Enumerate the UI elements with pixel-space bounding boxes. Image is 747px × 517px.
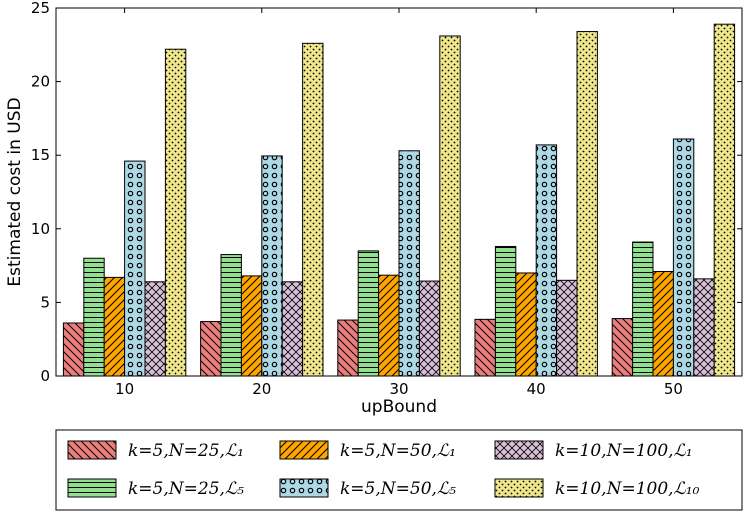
y-tick-label: 5: [40, 293, 50, 311]
bar-5-cat-10: [144, 281, 166, 377]
bar-6-cat-10: [164, 48, 187, 377]
y-axis: 0 5 10 15 20 25: [31, 0, 742, 385]
x-tick-label: 10: [115, 380, 134, 398]
x-tick-label: 40: [527, 380, 546, 398]
x-tick-label: 20: [252, 380, 271, 398]
bar-5-cat-20: [281, 281, 304, 377]
legend-swatch-6: [494, 478, 544, 498]
legend-swatch-1: [67, 440, 117, 460]
bar-2-cat-50: [632, 241, 654, 377]
y-tick-label: 0: [40, 367, 50, 385]
y-tick-label: 20: [31, 73, 50, 91]
bar-1-cat-20: [200, 321, 222, 377]
bar-2-cat-40: [494, 245, 517, 377]
legend-label-1: k=5,N=25,ℒ₁: [128, 441, 244, 461]
bar-1-cat-40: [474, 318, 496, 377]
legend-label-6: k=10,N=100,ℒ₁₀: [555, 479, 700, 499]
bar-2-cat-30: [357, 250, 380, 377]
legend: k=5,N=25,ℒ₁ k=5,N=25,ℒ₅ k=5,N=50,ℒ₁ k=5,N=5…: [55, 429, 743, 511]
bar-3-cat-50: [652, 270, 674, 377]
bar-2-cat-10: [83, 257, 105, 377]
y-tick-label: 15: [31, 146, 50, 164]
y-tick-label: 25: [31, 0, 50, 17]
bars-group: [62, 23, 736, 377]
bar-3-cat-30: [378, 274, 400, 377]
bar-6-cat-40: [576, 31, 598, 377]
legend-swatch-5: [494, 440, 544, 460]
bar-1-cat-30: [337, 319, 359, 377]
legend-swatch-4: [279, 478, 329, 498]
legend-label-4: k=5,N=50,ℒ₅: [340, 479, 456, 499]
y-tick-label: 10: [31, 220, 50, 238]
bar-6-cat-20: [302, 42, 324, 377]
bar-5-cat-40: [556, 279, 578, 377]
legend-label-2: k=5,N=25,ℒ₅: [128, 479, 244, 499]
bar-1-cat-50: [611, 318, 634, 377]
legend-swatch-3: [279, 440, 329, 460]
bar-4-cat-30: [398, 150, 420, 377]
bar-4-cat-50: [672, 138, 695, 377]
bar-6-cat-30: [439, 35, 461, 377]
bar-4-cat-20: [261, 155, 283, 377]
legend-swatch-2: [67, 478, 117, 498]
bar-6-cat-50: [713, 23, 736, 377]
x-tick-label: 50: [664, 380, 683, 398]
legend-frame: [55, 429, 743, 511]
bar-1-cat-10: [62, 322, 85, 377]
bar-4-cat-10: [124, 160, 146, 377]
legend-label-3: k=5,N=50,ℒ₁: [340, 441, 456, 461]
x-tick-label: 30: [389, 380, 408, 398]
bar-5-cat-50: [693, 278, 715, 377]
y-axis-label: Estimated cost in USD: [5, 97, 25, 286]
bar-3-cat-10: [103, 276, 126, 377]
bar-4-cat-40: [535, 144, 558, 377]
bar-2-cat-20: [220, 254, 242, 377]
bar-5-cat-30: [418, 280, 441, 377]
bar-3-cat-20: [240, 275, 263, 377]
x-axis: 10 20 30 40 50: [115, 8, 683, 398]
x-axis-label: upBound: [361, 397, 437, 417]
bar-3-cat-40: [515, 272, 537, 377]
legend-label-5: k=10,N=100,ℒ₁: [555, 441, 693, 461]
